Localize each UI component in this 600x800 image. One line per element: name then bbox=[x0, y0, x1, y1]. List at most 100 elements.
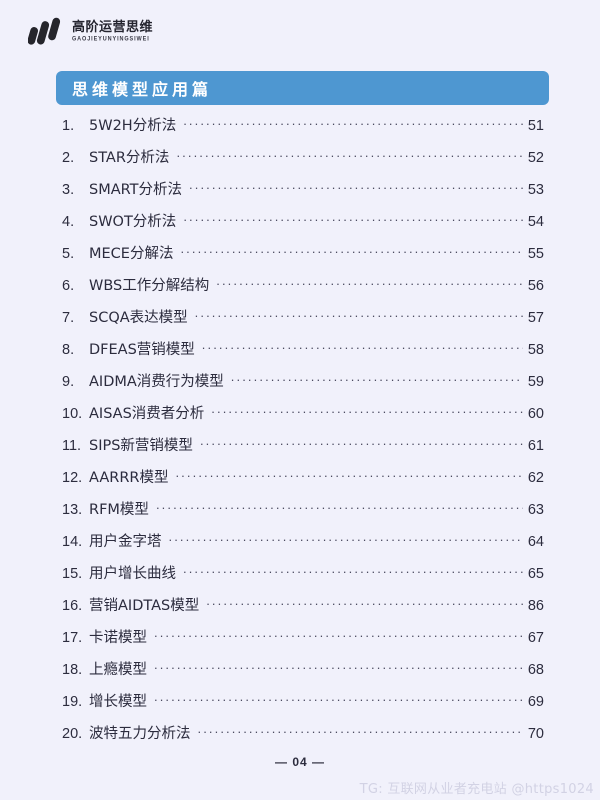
watermark: TG: 互联网从业者充电站 @https1024 bbox=[359, 782, 594, 797]
toc-entry-index: 2. bbox=[62, 150, 75, 166]
toc-entry-index: 20. bbox=[62, 726, 83, 742]
toc-entry-title: 用户增长曲线 bbox=[89, 566, 176, 582]
toc-entry-title: AISAS消费者分析 bbox=[89, 406, 205, 422]
toc-entry-index: 15. bbox=[62, 566, 83, 582]
toc-entry-dot-leader bbox=[206, 596, 523, 611]
toc-entry-dot-leader bbox=[211, 404, 523, 419]
toc-entry-title: STAR分析法 bbox=[89, 150, 170, 166]
toc-entry-index: 6. bbox=[62, 278, 75, 294]
toc-entry-dot-leader bbox=[216, 276, 523, 291]
brand-pinyin: GAOJIEYUNYINGSIWEI bbox=[72, 36, 150, 43]
toc-entry-page-number: 51 bbox=[527, 118, 544, 134]
toc-entry[interactable]: 17. 卡诺模型 67 bbox=[62, 626, 544, 658]
toc-entry-title: WBS工作分解结构 bbox=[89, 278, 210, 294]
toc-entry[interactable]: 15. 用户增长曲线 65 bbox=[62, 562, 544, 594]
toc-entry[interactable]: 16. 营销AIDTAS模型 86 bbox=[62, 594, 544, 626]
toc-entry[interactable]: 1. 5W2H分析法 51 bbox=[62, 114, 544, 146]
toc-entry-index: 14. bbox=[62, 534, 83, 550]
toc-entry-title: AIDMA消费行为模型 bbox=[89, 374, 224, 390]
brand-text-block: 高阶运营思维 GAOJIEYUNYINGSIWEI bbox=[72, 21, 153, 43]
toc-entry[interactable]: 9. AIDMA消费行为模型 59 bbox=[62, 370, 544, 402]
toc-entry-page-number: 69 bbox=[527, 694, 544, 710]
toc-entry-dot-leader bbox=[154, 628, 523, 643]
toc-entry-page-number: 59 bbox=[527, 374, 544, 390]
toc-entry-title: 上瘾模型 bbox=[89, 662, 147, 678]
toc-entry-page-number: 62 bbox=[527, 470, 544, 486]
toc-entry-index: 3. bbox=[62, 182, 75, 198]
toc-entry-page-number: 52 bbox=[527, 150, 544, 166]
toc-entry[interactable]: 20. 波特五力分析法 70 bbox=[62, 722, 544, 754]
toc-entry-dot-leader bbox=[189, 180, 523, 195]
toc-entry[interactable]: 11. SIPS新营销模型 61 bbox=[62, 434, 544, 466]
toc-entry[interactable]: 5. MECE分解法 55 bbox=[62, 242, 544, 274]
toc-entry-title: DFEAS营销模型 bbox=[89, 342, 195, 358]
toc-entry[interactable]: 8. DFEAS营销模型 58 bbox=[62, 338, 544, 370]
toc-entry-dot-leader bbox=[154, 692, 523, 707]
toc-entry-index: 1. bbox=[62, 118, 75, 134]
brand-logo: 高阶运营思维 GAOJIEYUNYINGSIWEI bbox=[28, 16, 153, 48]
toc-entry[interactable]: 19. 增长模型 69 bbox=[62, 690, 544, 722]
toc-entry-dot-leader bbox=[176, 148, 523, 163]
toc-entry-title: SIPS新营销模型 bbox=[89, 438, 193, 454]
toc-entry-dot-leader bbox=[183, 564, 523, 579]
toc-entry[interactable]: 4. SWOT分析法 54 bbox=[62, 210, 544, 242]
toc-entry[interactable]: 13. RFM模型 63 bbox=[62, 498, 544, 530]
toc-entry-dot-leader bbox=[195, 308, 523, 323]
toc-entry-page-number: 60 bbox=[527, 406, 544, 422]
toc-entry-dot-leader bbox=[183, 116, 523, 131]
toc-entry-page-number: 58 bbox=[527, 342, 544, 358]
toc-entry[interactable]: 7. SCQA表达模型 57 bbox=[62, 306, 544, 338]
toc-entry-index: 17. bbox=[62, 630, 83, 646]
toc-entry-title: 5W2H分析法 bbox=[89, 118, 177, 134]
toc-entry-dot-leader bbox=[169, 532, 524, 547]
section-title: 思维模型应用篇 bbox=[72, 80, 213, 99]
brand-m-mark-icon bbox=[28, 17, 61, 45]
toc-entry-index: 19. bbox=[62, 694, 83, 710]
toc-entry-page-number: 68 bbox=[527, 662, 544, 678]
toc-entry-index: 8. bbox=[62, 342, 75, 358]
toc-entry-page-number: 57 bbox=[527, 310, 544, 326]
toc-entry-title: 用户金字塔 bbox=[89, 534, 162, 550]
toc-entry-title: SMART分析法 bbox=[89, 182, 183, 198]
toc-entry-dot-leader bbox=[183, 212, 523, 227]
toc-entry-page-number: 56 bbox=[527, 278, 544, 294]
toc-entry-title: 波特五力分析法 bbox=[89, 726, 191, 742]
toc-entry-index: 18. bbox=[62, 662, 83, 678]
toc-entry-index: 10. bbox=[62, 406, 83, 422]
toc-entry-dot-leader bbox=[198, 724, 524, 739]
toc-entry[interactable]: 14. 用户金字塔 64 bbox=[62, 530, 544, 562]
page-number: — 04 — bbox=[274, 755, 325, 769]
toc-entry-page-number: 65 bbox=[527, 566, 544, 582]
toc-entry[interactable]: 18. 上瘾模型 68 bbox=[62, 658, 544, 690]
toc-entry[interactable]: 2. STAR分析法 52 bbox=[62, 146, 544, 178]
toc-entry-index: 7. bbox=[62, 310, 75, 326]
toc-entry-index: 4. bbox=[62, 214, 75, 230]
toc-entry-title: 卡诺模型 bbox=[89, 630, 147, 646]
toc-entry-page-number: 54 bbox=[527, 214, 544, 230]
brand-name: 高阶运营思维 bbox=[72, 20, 154, 36]
toc-entry-page-number: 64 bbox=[527, 534, 544, 550]
toc-entry-title: 营销AIDTAS模型 bbox=[89, 598, 200, 614]
toc-entry-dot-leader bbox=[180, 244, 523, 259]
toc-entry-page-number: 61 bbox=[527, 438, 544, 454]
toc-entry-title: SCQA表达模型 bbox=[89, 310, 188, 326]
toc-entry-index: 5. bbox=[62, 246, 75, 262]
toc-entry-dot-leader bbox=[200, 436, 523, 451]
toc-entry-page-number: 70 bbox=[527, 726, 544, 742]
toc-entry[interactable]: 10. AISAS消费者分析 60 bbox=[62, 402, 544, 434]
toc-entry-index: 13. bbox=[62, 502, 83, 518]
toc-entry[interactable]: 6. WBS工作分解结构 56 bbox=[62, 274, 544, 306]
toc-entry-title: 增长模型 bbox=[89, 694, 147, 710]
toc-entry[interactable]: 12. AARRR模型 62 bbox=[62, 466, 544, 498]
toc-entry-index: 9. bbox=[62, 374, 75, 390]
toc-entry-title: AARRR模型 bbox=[89, 470, 169, 486]
toc-entry[interactable]: 3. SMART分析法 53 bbox=[62, 178, 544, 210]
toc-entry-index: 11. bbox=[62, 438, 82, 454]
toc-entry-title: MECE分解法 bbox=[89, 246, 174, 262]
toc-entry-dot-leader bbox=[202, 340, 523, 355]
toc-entry-page-number: 53 bbox=[527, 182, 544, 198]
toc-entry-page-number: 86 bbox=[527, 598, 544, 614]
toc-entry-index: 12. bbox=[62, 470, 83, 486]
toc-entry-dot-leader bbox=[231, 372, 523, 387]
